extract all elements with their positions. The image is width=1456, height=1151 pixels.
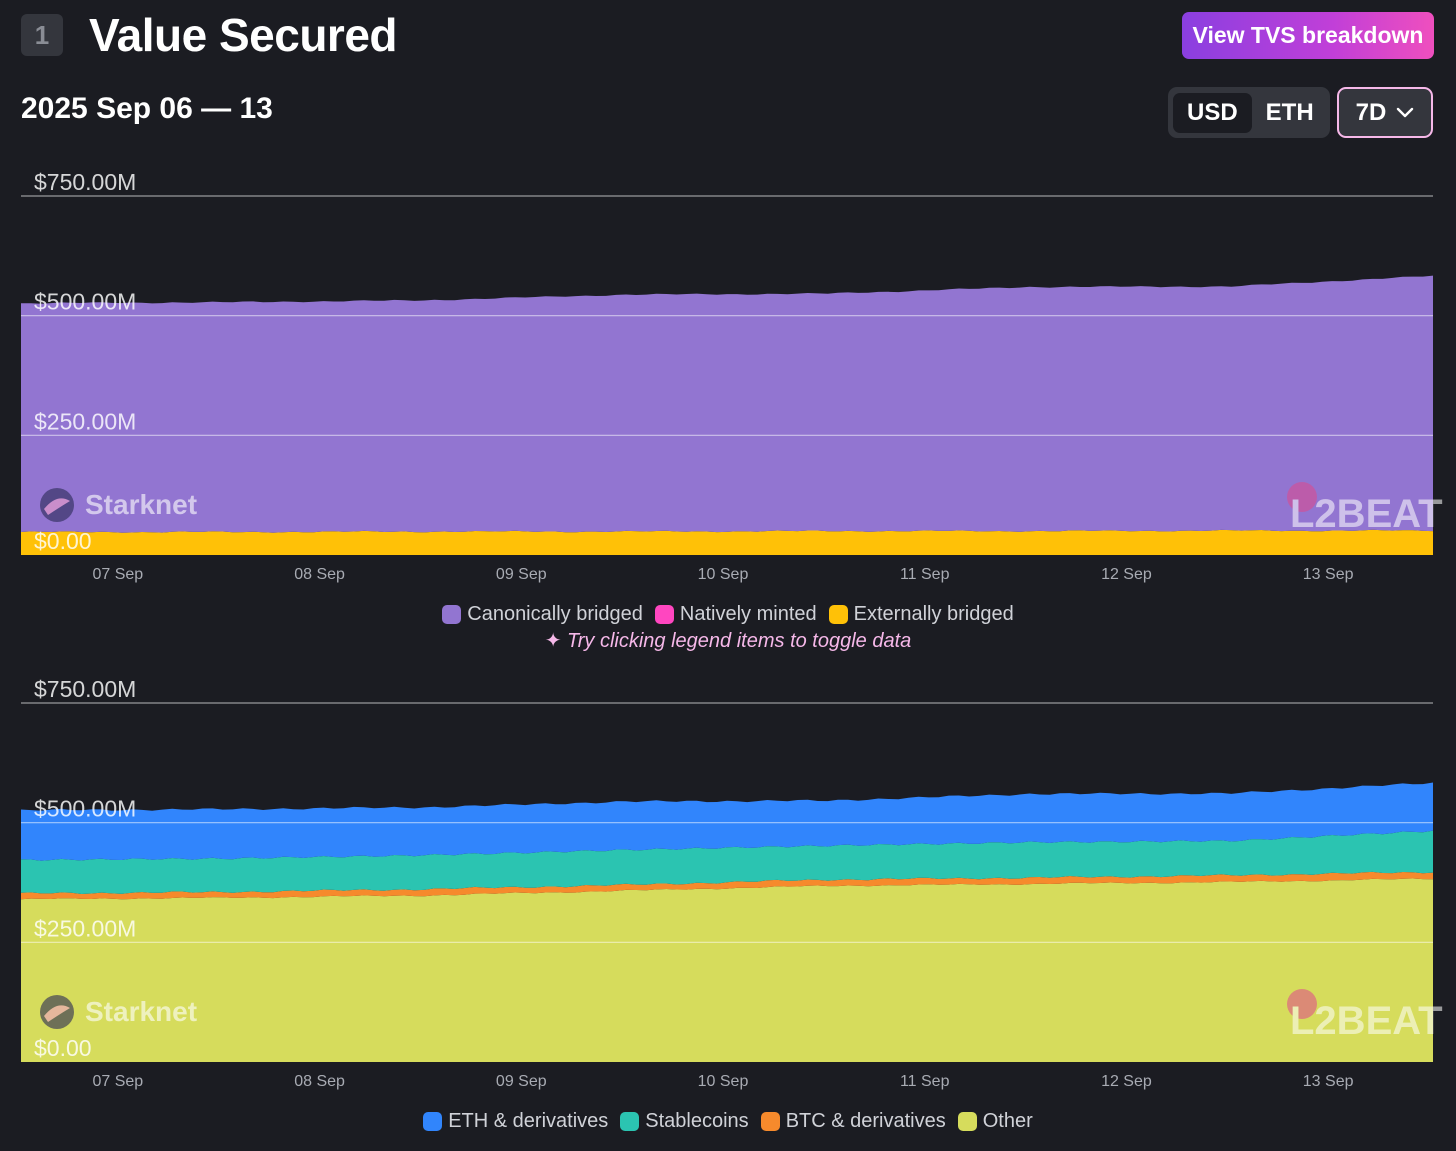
x-tick-label: 10 Sep xyxy=(698,1073,749,1090)
starknet-swirl-icon xyxy=(44,498,70,515)
legend-label: BTC & derivatives xyxy=(785,1110,946,1132)
legend-swatch xyxy=(620,1112,640,1131)
unit-eth-option[interactable]: ETH xyxy=(1265,98,1314,126)
x-tick-label: 10 Sep xyxy=(698,566,749,583)
l2beat-heart-icon xyxy=(1287,482,1317,512)
unit-usd-option[interactable]: USD xyxy=(1173,92,1252,133)
legend-hint-text: Try clicking legend items to toggle data xyxy=(567,630,912,652)
legend-item-stablecoins[interactable]: Stablecoins xyxy=(620,1110,749,1133)
y-tick-label: $0.00 xyxy=(34,528,92,554)
series-area-externally-bridged xyxy=(21,529,1433,555)
chevron-down-icon xyxy=(1397,107,1414,117)
x-tick-label: 07 Sep xyxy=(92,566,143,583)
legend-item-canonically-bridged[interactable]: Canonically bridged xyxy=(442,603,643,626)
time-range-value: 7D xyxy=(1355,98,1387,126)
legend-label: Stablecoins xyxy=(645,1110,749,1132)
y-tick-label: $500.00M xyxy=(34,289,136,315)
legend-swatch xyxy=(957,1112,977,1131)
y-tick-label: $0.00 xyxy=(34,1035,92,1061)
legend-swatch xyxy=(828,605,848,624)
legend-label: Other xyxy=(982,1110,1033,1132)
l2beat-watermark-label: L2BEAT xyxy=(1290,492,1443,536)
x-tick-label: 13 Sep xyxy=(1303,1073,1354,1090)
y-tick-label: $500.00M xyxy=(34,796,136,822)
x-tick-label: 09 Sep xyxy=(496,1073,547,1090)
x-tick-label: 11 Sep xyxy=(900,566,950,583)
starknet-watermark-label: Starknet xyxy=(85,489,197,520)
y-tick-label: $250.00M xyxy=(34,915,136,941)
legend-swatch xyxy=(423,1112,443,1131)
source-legend: Canonically bridged Natively minted Extern… xyxy=(0,603,1456,626)
time-range-select[interactable]: 7D xyxy=(1337,87,1433,138)
series-area-stablecoins xyxy=(21,830,1433,894)
starknet-watermark: Starknet xyxy=(40,488,197,522)
x-tick-label: 13 Sep xyxy=(1303,566,1354,583)
page-title: Value Secured xyxy=(89,9,398,61)
x-tick-label: 12 Sep xyxy=(1101,1073,1152,1090)
series-area-canonically-bridged xyxy=(21,275,1433,533)
y-tick-label: $750.00M xyxy=(34,676,136,702)
section-number-badge: 1 xyxy=(21,14,63,56)
legend-swatch xyxy=(442,605,462,624)
starknet-watermark-label: Starknet xyxy=(85,996,197,1027)
y-tick-label: $750.00M xyxy=(34,169,136,195)
legend-swatch xyxy=(654,605,674,624)
legend-label: Canonically bridged xyxy=(467,603,643,625)
date-range-label: 2025 Sep 06 — 13 xyxy=(21,92,273,125)
x-tick-label: 08 Sep xyxy=(294,1073,345,1090)
x-tick-label: 08 Sep xyxy=(294,566,345,583)
legend-item-natively-minted[interactable]: Natively minted xyxy=(654,603,817,626)
x-tick-label: 12 Sep xyxy=(1101,566,1152,583)
asset-legend: ETH & derivatives Stablecoins BTC & deriva… xyxy=(0,1110,1456,1133)
l2beat-heart-icon xyxy=(1287,989,1317,1019)
legend-item-externally-bridged[interactable]: Externally bridged xyxy=(828,603,1014,626)
starknet-swirl-icon xyxy=(44,1005,70,1022)
legend-label: Externally bridged xyxy=(853,603,1014,625)
legend-item-eth-derivatives[interactable]: ETH & derivatives xyxy=(423,1110,608,1133)
y-tick-label: $250.00M xyxy=(34,408,136,434)
pointer-icon: ✦ xyxy=(544,630,562,652)
legend-item-other[interactable]: Other xyxy=(957,1110,1033,1133)
legend-hint: ✦ Try clicking legend items to toggle da… xyxy=(0,628,1456,653)
l2beat-watermark: L2BEAT xyxy=(1287,482,1443,536)
starknet-watermark: Starknet xyxy=(40,995,197,1029)
l2beat-watermark-label: L2BEAT xyxy=(1290,999,1443,1043)
x-tick-label: 11 Sep xyxy=(900,1073,950,1090)
legend-swatch xyxy=(760,1112,780,1131)
l2beat-watermark: L2BEAT xyxy=(1287,989,1443,1043)
series-area-other xyxy=(21,878,1433,1062)
legend-label: ETH & derivatives xyxy=(448,1110,609,1132)
unit-toggle: USD ETH xyxy=(1168,87,1330,138)
series-area-btc-derivatives xyxy=(21,871,1433,900)
series-area-eth-derivatives xyxy=(21,782,1433,861)
view-tvs-breakdown-button[interactable]: View TVS breakdown xyxy=(1182,12,1434,59)
legend-label: Natively minted xyxy=(679,603,817,625)
legend-item-btc-derivatives[interactable]: BTC & derivatives xyxy=(760,1110,946,1133)
x-tick-label: 09 Sep xyxy=(496,566,547,583)
x-tick-label: 07 Sep xyxy=(92,1073,143,1090)
